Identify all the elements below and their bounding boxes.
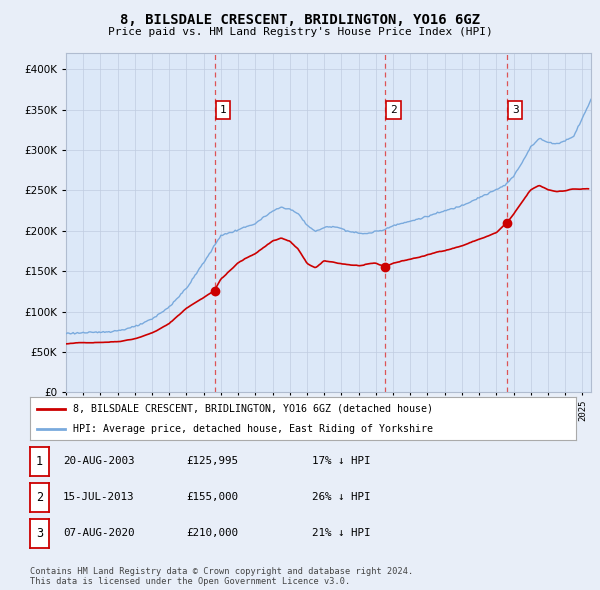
Text: 8, BILSDALE CRESCENT, BRIDLINGTON, YO16 6GZ: 8, BILSDALE CRESCENT, BRIDLINGTON, YO16 … <box>120 13 480 27</box>
Text: 8, BILSDALE CRESCENT, BRIDLINGTON, YO16 6GZ (detached house): 8, BILSDALE CRESCENT, BRIDLINGTON, YO16 … <box>73 404 433 414</box>
Text: 1: 1 <box>220 104 226 114</box>
Text: 20-AUG-2003: 20-AUG-2003 <box>63 457 134 467</box>
Text: 15-JUL-2013: 15-JUL-2013 <box>63 492 134 502</box>
Text: 07-AUG-2020: 07-AUG-2020 <box>63 529 134 539</box>
Text: £125,995: £125,995 <box>186 457 238 467</box>
Text: 2: 2 <box>390 104 397 114</box>
Text: 17% ↓ HPI: 17% ↓ HPI <box>312 457 371 467</box>
Text: £210,000: £210,000 <box>186 529 238 539</box>
Text: Price paid vs. HM Land Registry's House Price Index (HPI): Price paid vs. HM Land Registry's House … <box>107 27 493 37</box>
Text: 26% ↓ HPI: 26% ↓ HPI <box>312 492 371 502</box>
Text: 1: 1 <box>36 455 43 468</box>
Text: HPI: Average price, detached house, East Riding of Yorkshire: HPI: Average price, detached house, East… <box>73 424 433 434</box>
Text: This data is licensed under the Open Government Licence v3.0.: This data is licensed under the Open Gov… <box>30 577 350 586</box>
Text: 3: 3 <box>512 104 518 114</box>
Text: 2: 2 <box>36 490 43 503</box>
Text: Contains HM Land Registry data © Crown copyright and database right 2024.: Contains HM Land Registry data © Crown c… <box>30 567 413 576</box>
Text: 21% ↓ HPI: 21% ↓ HPI <box>312 529 371 539</box>
Text: £155,000: £155,000 <box>186 492 238 502</box>
Text: 3: 3 <box>36 527 43 540</box>
